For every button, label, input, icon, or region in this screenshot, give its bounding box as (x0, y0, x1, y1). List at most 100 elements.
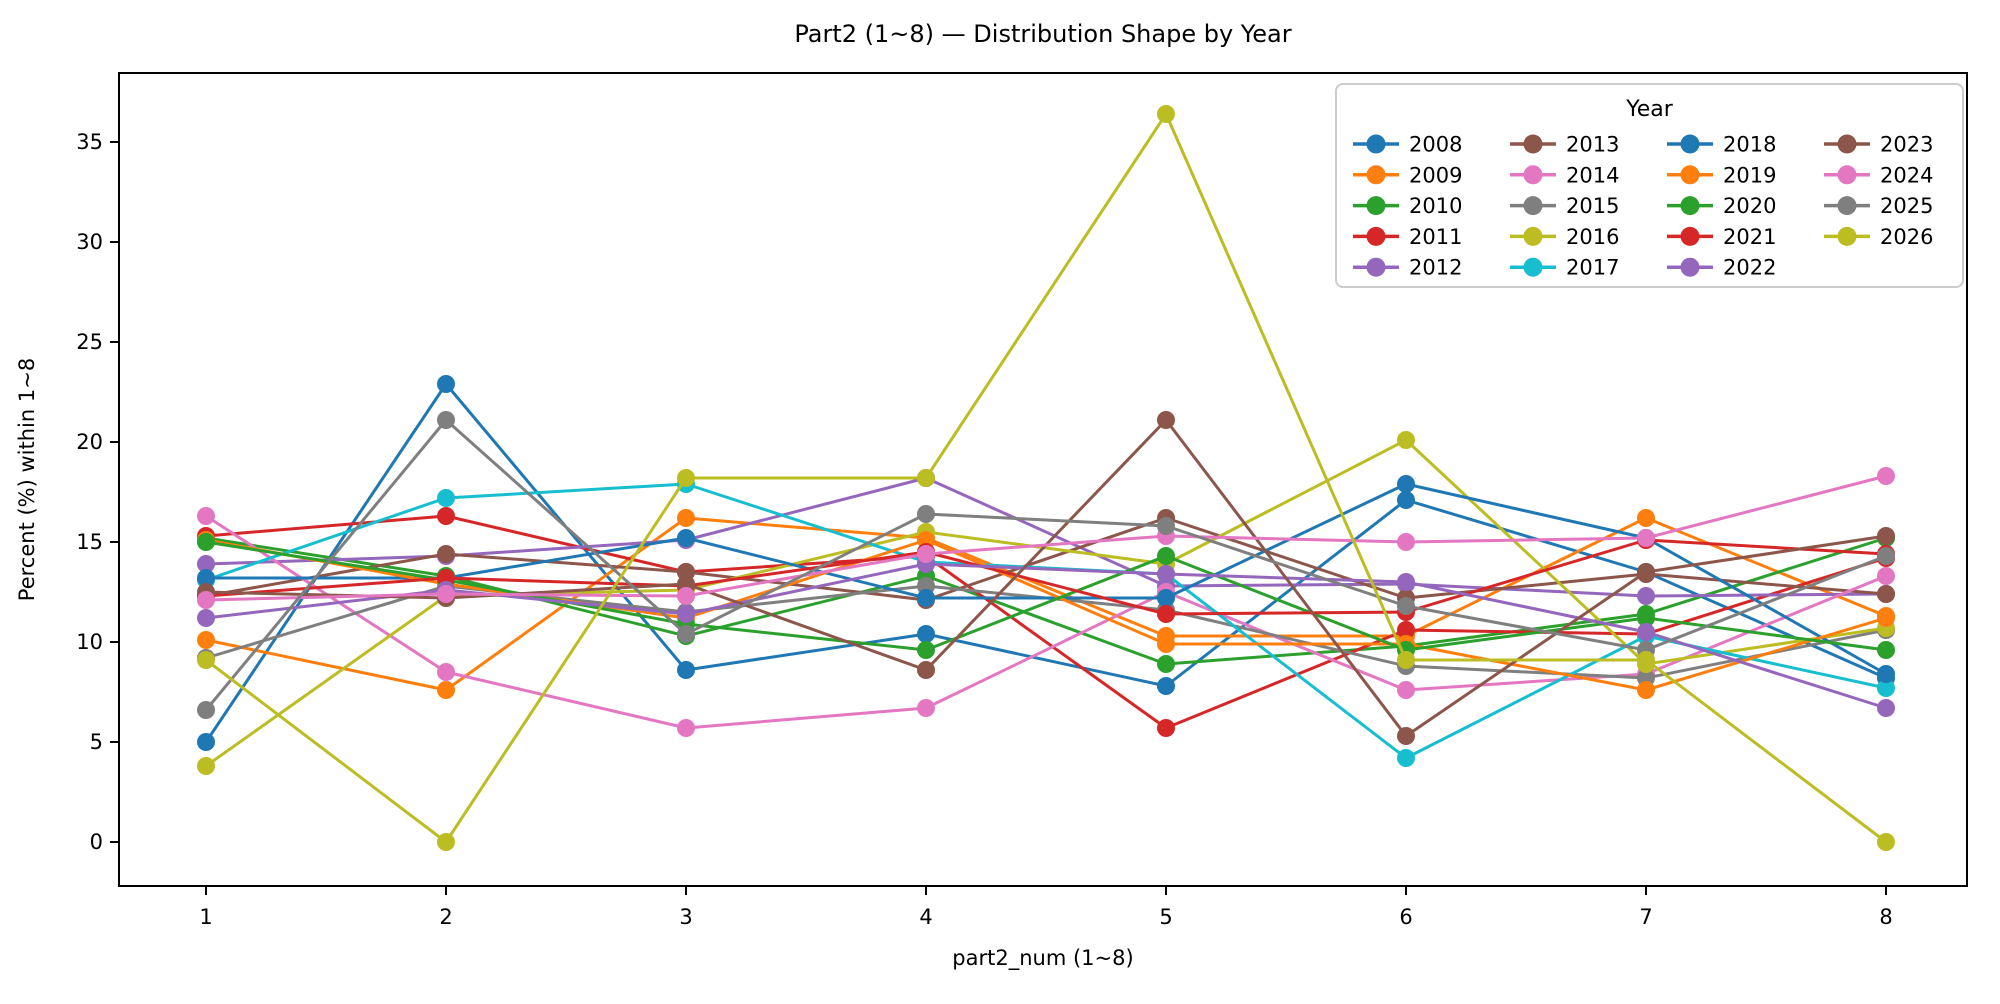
legend-marker-2008 (1366, 134, 1386, 154)
series-marker-2013-x2 (437, 545, 455, 563)
x-tick-label-4: 4 (919, 905, 932, 929)
series-marker-2008-x3 (677, 661, 695, 679)
legend-box (1335, 83, 1964, 288)
legend-marker-2026 (1837, 226, 1857, 246)
series-marker-2026-x1 (197, 651, 215, 669)
series-marker-2024-x3 (677, 587, 695, 605)
x-tick-label-6: 6 (1399, 905, 1412, 929)
series-marker-2017-x6 (1397, 749, 1415, 767)
series-marker-2020-x4 (917, 641, 935, 659)
legend-label-2009: 2009 (1409, 163, 1462, 187)
series-marker-2025-x8 (1877, 547, 1895, 565)
series-marker-2018-x6 (1397, 475, 1415, 493)
legend-marker-2024 (1837, 165, 1857, 185)
series-marker-2025-x3 (677, 625, 695, 643)
y-tick-label-20: 20 (76, 430, 103, 454)
legend-label-2026: 2026 (1880, 225, 1933, 249)
series-line-2008 (204, 382, 1887, 743)
series-marker-2020-x8 (1877, 641, 1895, 659)
series-marker-2021-x5 (1157, 605, 1175, 623)
series-line-2011 (205, 514, 1887, 730)
series-marker-2022-x8 (1877, 699, 1895, 717)
legend-marker-2023 (1837, 134, 1857, 154)
series-marker-2019-x8 (1877, 609, 1895, 627)
series-marker-2025-x4 (917, 505, 935, 523)
series-marker-2010-x5 (1157, 655, 1175, 673)
legend-label-2012: 2012 (1409, 256, 1462, 280)
series-marker-2022-x5 (1157, 565, 1175, 583)
series-marker-2011-x6 (1397, 621, 1415, 639)
y-tick-label-15: 15 (76, 530, 103, 554)
legend-marker-2014 (1523, 165, 1543, 185)
series-marker-2022-x3 (677, 605, 695, 623)
legend-label-2013: 2013 (1566, 133, 1619, 157)
series-marker-2025-x1 (197, 701, 215, 719)
series-marker-2014-x2 (437, 663, 455, 681)
series-marker-2014-x1 (197, 507, 215, 525)
legend-marker-2013 (1523, 134, 1543, 154)
series-marker-2023-x4 (917, 661, 935, 679)
series-marker-2009-x3 (677, 509, 695, 527)
series-marker-2017-x2 (437, 489, 455, 507)
series-marker-2024-x4 (917, 545, 935, 563)
series-line-2021 (205, 538, 1887, 616)
y-tick-label-0: 0 (90, 830, 103, 854)
series-marker-2024-x6 (1397, 533, 1415, 551)
series-marker-2022-x6 (1397, 573, 1415, 591)
series-marker-2017-x8 (1877, 679, 1895, 697)
series-marker-2012-x1 (197, 555, 215, 573)
legend-label-2025: 2025 (1880, 194, 1933, 218)
chart-title: Part2 (1~8) — Distribution Shape by Year (794, 20, 1291, 48)
legend-label-2010: 2010 (1409, 194, 1462, 218)
legend-marker-2015 (1523, 196, 1543, 216)
series-marker-2009-x2 (437, 681, 455, 699)
series-line-2012 (205, 476, 1887, 598)
series-marker-2008-x5 (1157, 677, 1175, 695)
series-marker-2020-x1 (197, 533, 215, 551)
series-line-2019 (205, 538, 1887, 692)
legend-marker-2011 (1366, 226, 1386, 246)
y-tick-label-5: 5 (90, 730, 103, 754)
series-marker-2008-x6 (1397, 491, 1415, 509)
series-marker-2022-x7 (1637, 623, 1655, 641)
series-marker-2024-x8 (1877, 467, 1895, 485)
y-tick-label-30: 30 (76, 230, 103, 254)
series-marker-2018-x3 (677, 529, 695, 547)
x-tick-label-2: 2 (439, 905, 452, 929)
series-marker-2011-x2 (437, 507, 455, 525)
series-marker-2020-x7 (1637, 609, 1655, 627)
legend-label-2016: 2016 (1566, 225, 1619, 249)
series-marker-2016-x1 (197, 757, 215, 775)
series-marker-2018-x8 (1877, 665, 1895, 683)
legend-label-2019: 2019 (1723, 163, 1776, 187)
legend-label-2024: 2024 (1880, 163, 1933, 187)
legend-label-2014: 2014 (1566, 163, 1619, 187)
series-marker-2025-x5 (1157, 517, 1175, 535)
legend-label-2023: 2023 (1880, 133, 1933, 157)
legend-marker-2025 (1837, 196, 1857, 216)
series-marker-2026-x6 (1397, 651, 1415, 669)
legend-marker-2019 (1680, 165, 1700, 185)
series-marker-2018-x1 (197, 569, 215, 587)
series-marker-2012-x7 (1637, 587, 1655, 605)
series-marker-2025-x2 (437, 411, 455, 429)
series-marker-2026-x7 (1637, 651, 1655, 669)
legend-label-2018: 2018 (1723, 133, 1776, 157)
x-tick-label-7: 7 (1639, 905, 1652, 929)
series-line-2024 (205, 474, 1887, 602)
series-line-2018 (206, 482, 1887, 676)
series-marker-2008-x2 (437, 375, 455, 393)
legend-label-2015: 2015 (1566, 194, 1619, 218)
series-marker-2023-x5 (1157, 411, 1175, 429)
legend-marker-2022 (1680, 257, 1700, 277)
series-marker-2026-x4 (917, 469, 935, 487)
series-marker-2026-x5 (1157, 105, 1175, 123)
series-marker-2014-x4 (917, 699, 935, 717)
legend-marker-2010 (1366, 196, 1386, 216)
legend-marker-2012 (1366, 257, 1386, 277)
series-marker-2011-x5 (1157, 719, 1175, 737)
series-marker-2018-x5 (1157, 589, 1175, 607)
series-marker-2023-x8 (1877, 527, 1895, 545)
series-marker-2014-x3 (677, 719, 695, 737)
y-tick-label-10: 10 (76, 630, 103, 654)
